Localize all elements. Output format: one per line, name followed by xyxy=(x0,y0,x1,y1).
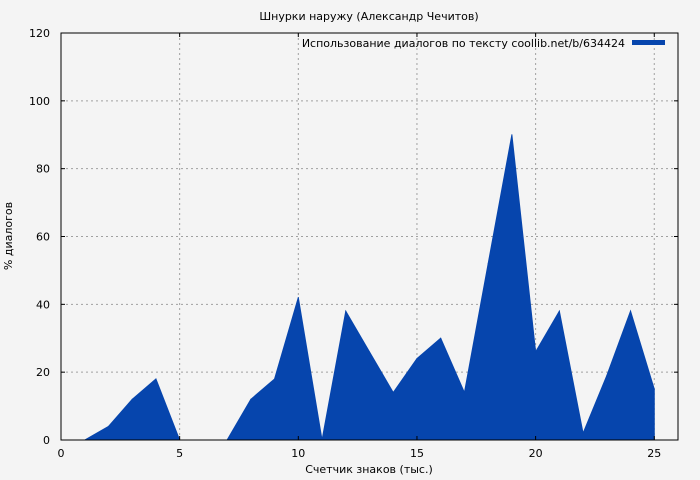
x-tick-label: 10 xyxy=(291,447,305,460)
y-axis: 0 20 40 60 80 100 120 xyxy=(29,27,678,447)
data-point xyxy=(131,398,133,400)
x-tick-label: 0 xyxy=(58,447,65,460)
x-axis-label: Счетчик знаков (тыс.) xyxy=(305,463,433,476)
data-point xyxy=(250,398,252,400)
x-axis: 0 5 10 15 20 25 xyxy=(58,33,661,460)
y-tick-label: 40 xyxy=(36,298,50,311)
legend: Использование диалогов по тексту coollib… xyxy=(302,37,665,50)
x-tick-label: 20 xyxy=(529,447,543,460)
data-point xyxy=(416,358,418,360)
y-tick-label: 80 xyxy=(36,163,50,176)
data-point xyxy=(487,263,489,265)
data-point xyxy=(345,310,347,312)
data-point xyxy=(558,310,560,312)
data-point xyxy=(392,392,394,394)
y-tick-label: 0 xyxy=(43,434,50,447)
data-point xyxy=(369,351,370,353)
data-point xyxy=(440,337,442,339)
x-tick-label: 15 xyxy=(410,447,424,460)
chart-title: Шнурки наружу (Александр Чечитов) xyxy=(259,10,478,23)
data-point xyxy=(630,310,632,312)
data-point xyxy=(653,388,655,390)
legend-label: Использование диалогов по тексту coollib… xyxy=(302,37,625,50)
data-point xyxy=(107,425,109,427)
y-tick-label: 100 xyxy=(29,95,50,108)
data-point xyxy=(297,297,299,299)
data-point xyxy=(582,432,584,434)
x-tick-label: 5 xyxy=(176,447,183,460)
y-tick-label: 120 xyxy=(29,27,50,40)
legend-swatch xyxy=(632,40,665,45)
data-point xyxy=(535,351,537,353)
y-axis-label: % диалогов xyxy=(2,202,15,270)
x-tick-label: 25 xyxy=(647,447,661,460)
y-tick-label: 60 xyxy=(36,231,50,244)
data-point xyxy=(606,375,608,377)
data-point xyxy=(463,392,465,394)
data-point xyxy=(155,378,157,380)
data-point xyxy=(511,134,513,136)
y-tick-label: 20 xyxy=(36,366,50,379)
data-point xyxy=(274,378,276,380)
